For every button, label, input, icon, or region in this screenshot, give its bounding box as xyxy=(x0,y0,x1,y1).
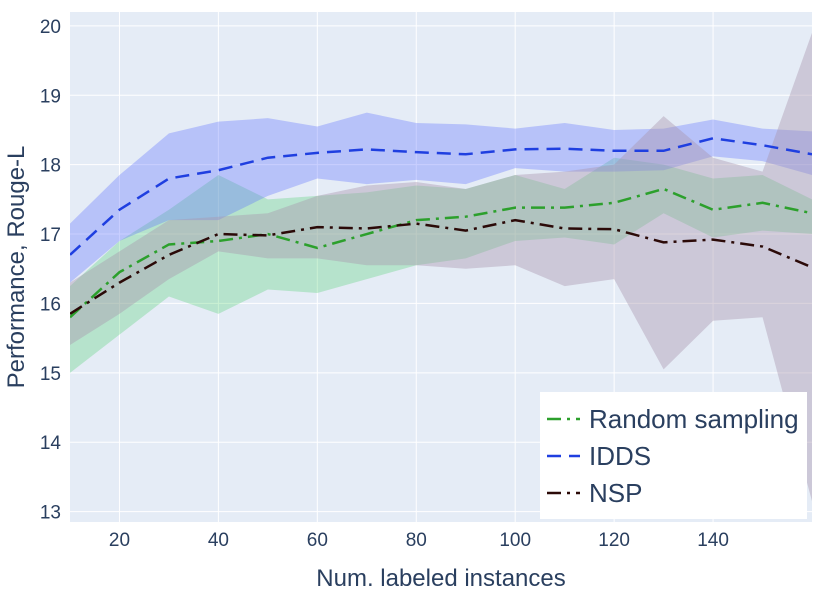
series-line-2 xyxy=(70,218,812,315)
gridlines xyxy=(70,12,812,522)
confidence-bands xyxy=(70,32,812,502)
y-tick-label: 18 xyxy=(40,156,61,177)
x-axis-title: Num. labeled instances xyxy=(316,565,565,592)
x-tick-label: 140 xyxy=(697,530,729,551)
series-line-1 xyxy=(70,137,812,256)
legend-label: NSP xyxy=(589,478,642,508)
band-0 xyxy=(70,157,812,373)
series-line-0 xyxy=(70,187,812,319)
x-tick-label: 100 xyxy=(499,530,531,551)
band-2 xyxy=(70,32,812,502)
x-axis-ticks: 20 40 60 80 100 120 140 xyxy=(109,530,729,551)
x-tick-label: 40 xyxy=(208,530,229,551)
y-tick-label: 17 xyxy=(40,225,61,246)
y-axis-ticks: 13 14 15 16 17 18 19 20 xyxy=(40,17,62,524)
x-tick-label: 80 xyxy=(406,530,427,551)
y-tick-label: 16 xyxy=(40,294,61,315)
legend: Random sampling IDDS NSP xyxy=(540,392,807,519)
y-axis-title: Performance, Rouge-L xyxy=(3,146,30,389)
legend-label: Random sampling xyxy=(589,404,799,434)
x-tick-label: 60 xyxy=(307,530,328,551)
y-tick-label: 19 xyxy=(40,86,61,107)
y-tick-label: 14 xyxy=(40,433,62,454)
band-1 xyxy=(70,112,812,283)
x-tick-label: 20 xyxy=(109,530,130,551)
y-tick-label: 13 xyxy=(40,503,61,524)
series-lines xyxy=(70,137,812,319)
y-tick-label: 20 xyxy=(40,17,61,38)
x-tick-label: 120 xyxy=(598,530,630,551)
y-tick-label: 15 xyxy=(40,364,61,385)
legend-background xyxy=(540,392,807,519)
legend-label: IDDS xyxy=(589,441,651,471)
